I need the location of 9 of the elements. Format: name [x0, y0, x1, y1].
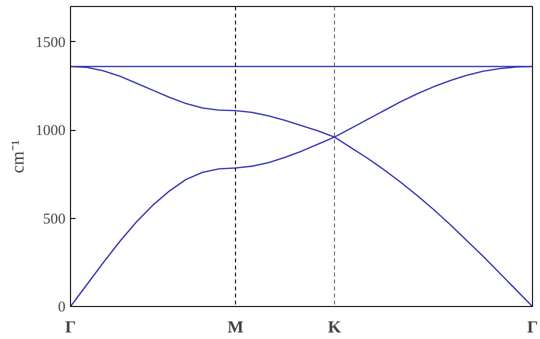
y-tick-label: 500 [43, 211, 66, 228]
y-tick-label: 1500 [36, 34, 66, 51]
y-tick-label: 0 [58, 300, 66, 316]
x-tick-label: Γ [527, 318, 538, 336]
y-tick-label: 1000 [36, 123, 66, 140]
x-tick-label: Γ [65, 318, 76, 336]
x-tick-label: K [328, 318, 342, 336]
y-axis-title: cm⁻¹ [8, 140, 28, 174]
x-tick-label: M [227, 318, 244, 336]
